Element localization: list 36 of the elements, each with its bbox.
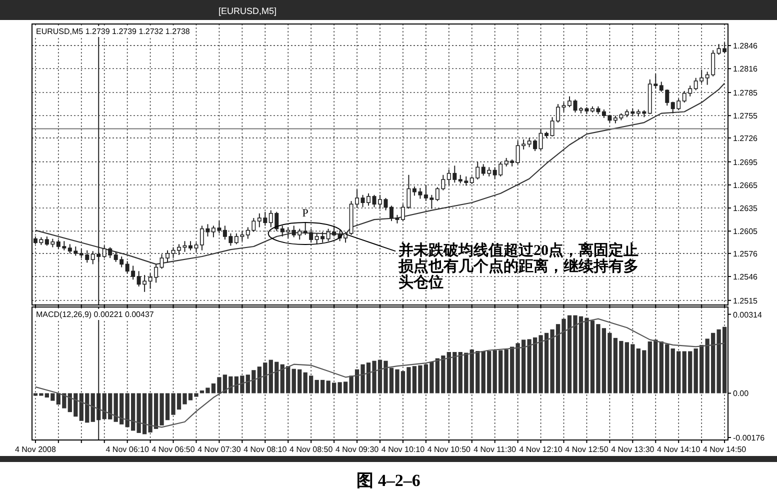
x-tick-label: 4 Nov 06:50 xyxy=(152,445,196,454)
x-tick-label: 4 Nov 2008 xyxy=(14,445,56,454)
x-tick-label: 4 Nov 14:50 xyxy=(702,445,747,454)
x-tick-label: 4 Nov 07:30 xyxy=(198,445,242,454)
x-tick-label: 4 Nov 08:50 xyxy=(290,445,334,454)
annotation: 并未跌破均线值超过20点，离固定止损点也有几个点的距离，继续持有多头仓位 xyxy=(398,241,639,292)
x-tick-label: 4 Nov 09:30 xyxy=(335,445,380,454)
y-tick-label: 1.2785 xyxy=(733,88,758,98)
y-tick-label: 1.2816 xyxy=(733,64,758,74)
x-tick-label: 4 Nov 08:10 xyxy=(244,445,288,454)
chart-title: MACD(12,26,9) 0.00221 0.00437 xyxy=(36,310,154,319)
y-tick-label: 0.00 xyxy=(733,389,750,398)
x-tick-label: 4 Nov 10:50 xyxy=(427,445,472,454)
x-tick-label: 4 Nov 11:30 xyxy=(474,445,517,454)
x-tick-label: 4 Nov 13:30 xyxy=(611,445,655,454)
y-tick-label: 1.2665 xyxy=(733,180,758,190)
y-tick-label: 0.00314 xyxy=(733,310,762,320)
y-tick-label: 1.2546 xyxy=(733,272,758,282)
annotation: P xyxy=(302,208,308,220)
y-tick-label: 1.2635 xyxy=(733,204,758,213)
x-tick-label: 4 Nov 10:10 xyxy=(381,445,426,454)
x-tick-label: 4 Nov 12:10 xyxy=(519,445,563,454)
caption: 图 4–2–6 xyxy=(356,471,420,490)
x-tick-label: 4 Nov 14:10 xyxy=(657,445,701,454)
chart-title: EURUSD,M5 1.2739 1.2739 1.2732 1.2738 xyxy=(36,27,190,36)
y-tick-label: 1.2755 xyxy=(733,112,758,121)
x-tick-label: 4 Nov 12:50 xyxy=(565,445,609,454)
y-tick-label: 1.2576 xyxy=(733,249,758,258)
y-tick-label: 1.2846 xyxy=(733,42,758,51)
y-tick-label: 1.2695 xyxy=(733,158,758,167)
y-tick-label: -0.00176 xyxy=(733,433,766,442)
x-tick-label: 4 Nov 06:10 xyxy=(106,445,150,454)
y-tick-label: 1.2515 xyxy=(733,296,758,306)
y-tick-label: 1.2726 xyxy=(733,134,758,143)
text: [EURUSD,M5] xyxy=(218,6,277,16)
y-tick-label: 1.2605 xyxy=(733,227,758,236)
